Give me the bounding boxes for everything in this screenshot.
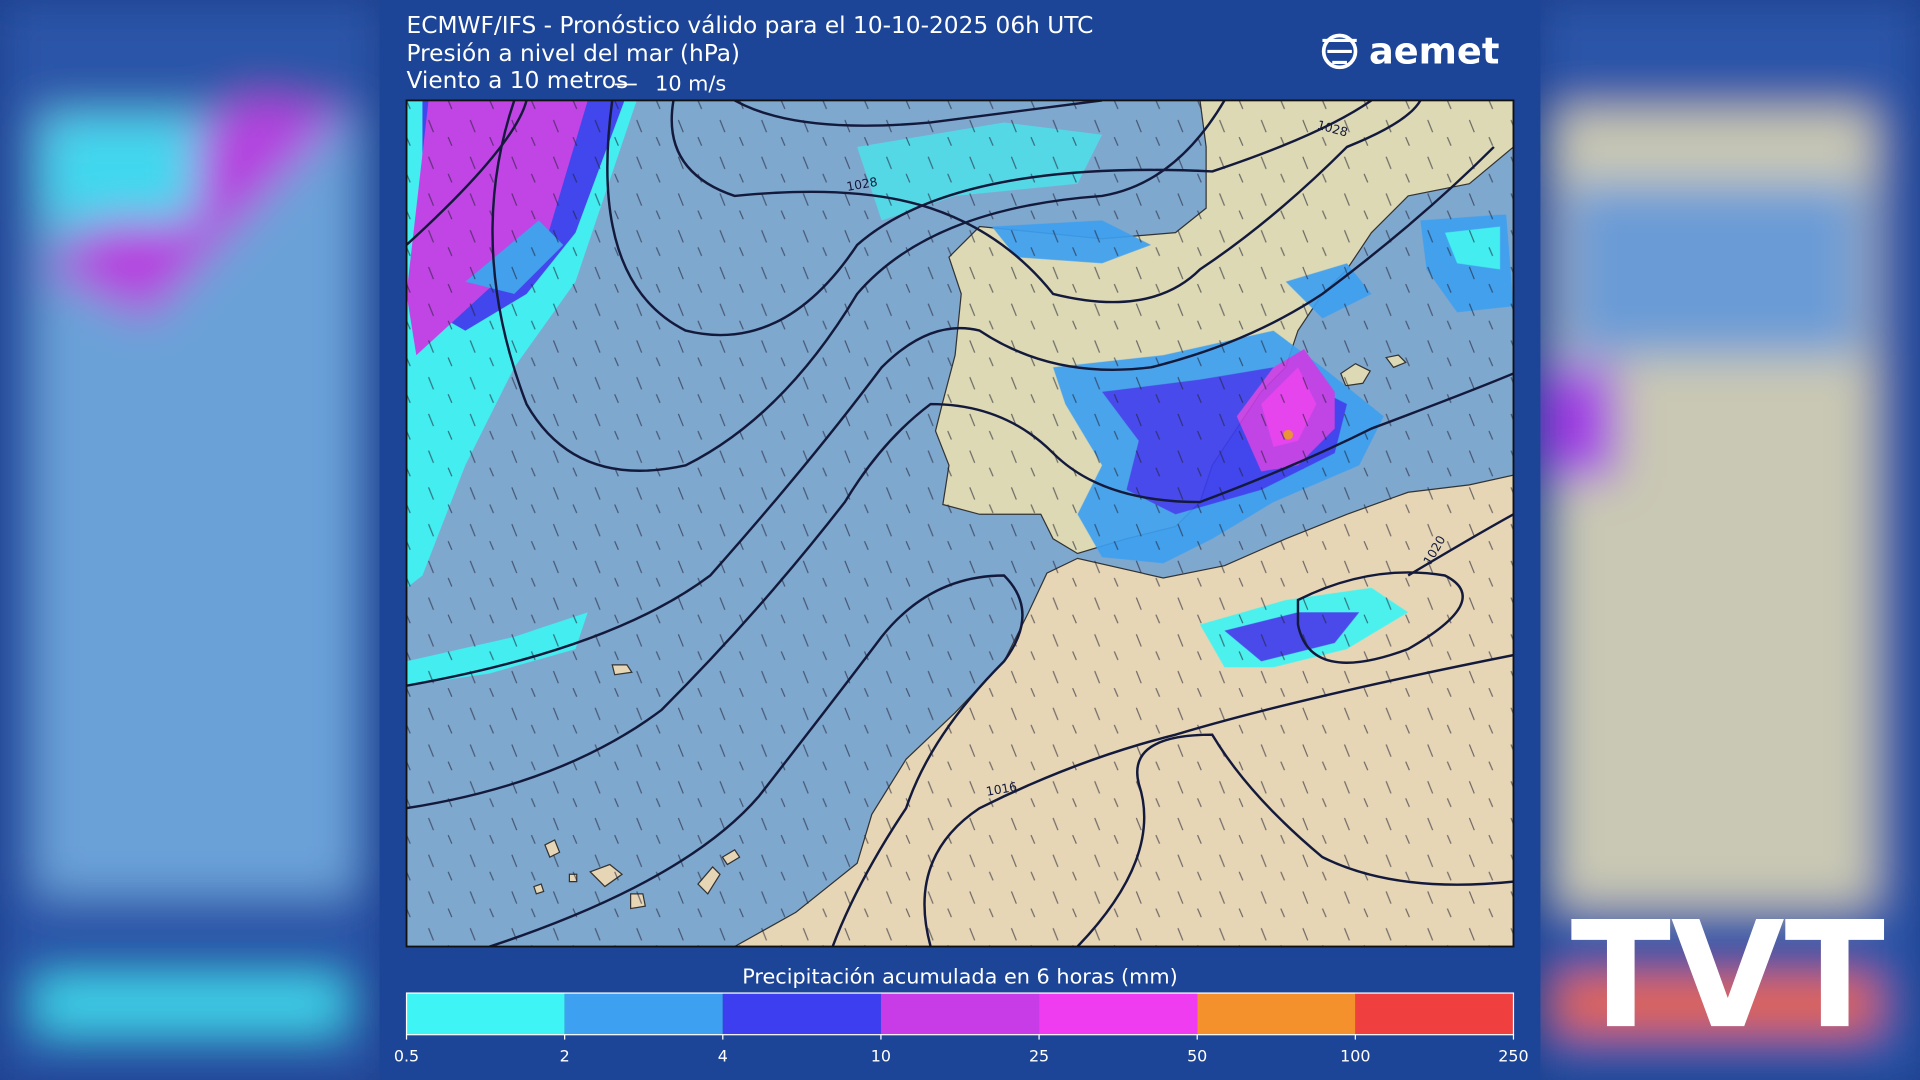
wind-label: Viento a 10 metros	[407, 67, 629, 94]
colorbar-frame	[405, 992, 1515, 1036]
colorbar-tick-label: 250	[1498, 1047, 1528, 1066]
colorbar-tick-label: 10	[871, 1047, 891, 1066]
colorbar-tick-label: 2	[560, 1047, 570, 1066]
wind-field	[406, 100, 1514, 947]
watermark: TVT	[1571, 890, 1885, 1061]
wind-scale: 10 m/s	[655, 72, 726, 96]
colorbar-segment	[406, 993, 565, 1035]
colorbar-tick-label: 0.5	[394, 1047, 419, 1066]
logo-text: aemet	[1369, 30, 1499, 73]
colorbar-tick-label: 25	[1029, 1047, 1049, 1066]
title: ECMWF/IFS - Pronóstico válido para el 10…	[407, 12, 1094, 39]
colorbar-segment	[1355, 993, 1514, 1035]
legend-title: Precipitación acumulada en 6 horas (mm)	[742, 964, 1178, 988]
colorbar-segment	[722, 993, 881, 1035]
colorbar-segment	[1039, 993, 1198, 1035]
isobar-label: 1028	[845, 175, 878, 194]
map-frame	[405, 99, 1515, 948]
colorbar-segment	[880, 993, 1040, 1035]
colorbar-segment	[564, 993, 723, 1035]
isobar-label: 1016	[985, 780, 1018, 799]
map: 1028 1028 1020 1016	[406, 100, 1514, 947]
isobars	[406, 100, 1514, 947]
colorbar-tick-label: 4	[718, 1047, 728, 1066]
logo: aemet	[1321, 30, 1499, 73]
subtitle: Presión a nivel del mar (hPa)	[407, 40, 741, 67]
colorbar: 0.5 2 4 10 25 50 100 250	[394, 992, 1529, 1066]
colorbar-tick-label: 100	[1340, 1047, 1370, 1066]
colorbar-tick-label: 50	[1187, 1047, 1207, 1066]
colorbar-segment	[1197, 993, 1356, 1035]
